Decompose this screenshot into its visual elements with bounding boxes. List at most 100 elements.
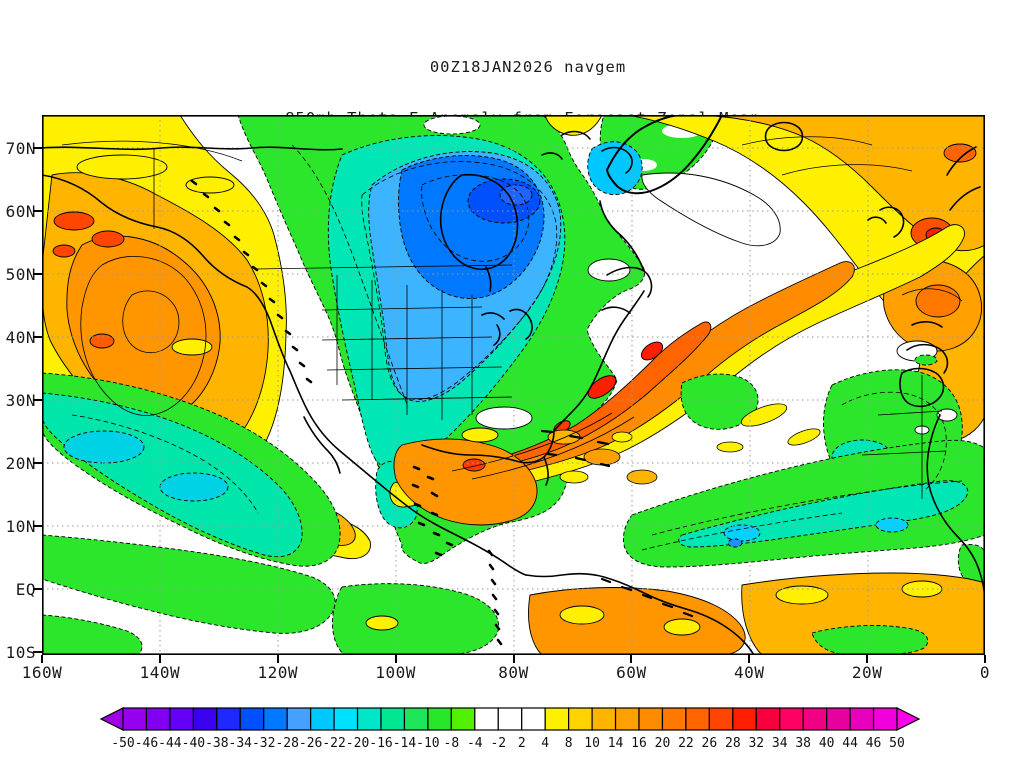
lat-axis-tick <box>33 336 42 338</box>
lat-axis-tick <box>33 210 42 212</box>
lon-axis-label: 120W <box>257 663 299 682</box>
lat-axis-tick <box>33 147 42 149</box>
lon-axis-tick <box>512 655 515 663</box>
colorbar-cell <box>872 707 898 731</box>
warm-equatorial-south-america <box>528 587 746 655</box>
state-borders <box>153 148 947 499</box>
colorbar-label: 46 <box>866 736 882 751</box>
colorbar-label: -44 <box>158 736 182 751</box>
colorbar-label: -4 <box>467 736 483 751</box>
lon-axis-label: 0 <box>979 663 991 682</box>
map-border <box>42 115 985 655</box>
colorbar-label: -14 <box>393 736 417 751</box>
warm-contour-lines <box>61 136 963 480</box>
colorbar-cell <box>826 707 851 731</box>
colorbar-canvas: -50 -46 -44 -40 -38 -34 -32 -28 -26 -22 -20 -16 -14-… <box>99 707 921 751</box>
lat-axis-tick <box>33 273 42 275</box>
colorbar-cell <box>169 707 194 731</box>
lat-axis-label: 10S <box>5 643 36 662</box>
colorbar-label: -8 <box>444 736 460 751</box>
lat-axis-label: 40N <box>5 328 36 347</box>
colorbar-cell <box>638 707 664 731</box>
cold-anomaly-tropical-pacific <box>42 372 341 567</box>
arctic-white-patch <box>423 115 481 135</box>
colorbar-cell <box>286 707 312 731</box>
colorbar-label: -10 <box>416 736 439 751</box>
lon-axis-tick <box>394 655 397 663</box>
colorbar-label: 16 <box>631 736 647 751</box>
colorbar-cell <box>122 707 148 731</box>
colorbar-label: -46 <box>135 736 158 751</box>
colorbar-label: -32 <box>252 736 275 751</box>
lon-axis-tick <box>41 655 43 663</box>
lat-axis-label: 10N <box>5 517 36 536</box>
lon-axis-label: 140W <box>139 663 181 682</box>
colorbar-label: -20 <box>346 736 369 751</box>
lon-axis-label: 160W <box>21 663 63 682</box>
caribbean-mottle <box>547 429 658 485</box>
map-frame <box>42 115 985 655</box>
colorbar-cell <box>310 707 335 731</box>
lon-axis-label: 100W <box>375 663 416 682</box>
title-line-1: 00Z18JAN2026 navgem <box>429 58 627 76</box>
colorbar-label: -28 <box>275 736 298 751</box>
colorbar-cell <box>450 707 476 731</box>
colorbar-label: 8 <box>565 736 573 751</box>
colorbar-label: -2 <box>490 736 506 751</box>
colorbar-cell <box>708 707 734 731</box>
colorbar-cell <box>568 707 593 731</box>
lon-axis-label: 20W <box>851 663 883 682</box>
colorbar-label: 38 <box>795 736 811 751</box>
lon-axis-tick <box>158 655 161 663</box>
colorbar-label: -34 <box>229 736 253 751</box>
colorbar-cell <box>145 707 171 731</box>
map-canvas <box>42 115 985 655</box>
colorbar-label: 26 <box>702 736 718 751</box>
colorbar-label: 32 <box>748 736 764 751</box>
lat-axis-tick <box>33 399 42 401</box>
colorbar-cell <box>192 707 218 731</box>
lat-axis-label: 20N <box>5 454 36 473</box>
colorbar-label: 28 <box>725 736 741 751</box>
lat-axis-label: EQ <box>15 580 36 599</box>
colorbar-cell <box>779 707 804 731</box>
colorbar-label: -40 <box>182 736 205 751</box>
colorbar-label: 10 <box>584 736 600 751</box>
colorbar-right-arrow <box>896 707 921 731</box>
lon-axis-label: 80W <box>498 663 529 682</box>
colorbar-label: 50 <box>889 736 905 751</box>
lon-axis-label: 40W <box>734 663 765 682</box>
newfoundland-white-patch <box>587 258 631 282</box>
colorbar-label: -38 <box>205 736 228 751</box>
baffin-bay-yellow-strip <box>544 115 603 136</box>
colorbar-cell <box>521 707 546 731</box>
lon-axis-tick <box>984 655 986 663</box>
colorbar: -50 -46 -44 -40 -38 -34 -32 -28 -26 -22 -20 -16 -14-… <box>0 702 1024 758</box>
lat-axis-label: 30N <box>5 391 36 410</box>
cold-anomaly-atlantic-itcz <box>623 439 985 587</box>
lat-axis-tick <box>33 651 42 653</box>
lat-axis-tick <box>33 588 42 590</box>
colorbar-cell <box>380 707 406 731</box>
colorbar-cell <box>661 707 687 731</box>
cold-contour-lines <box>71 144 963 551</box>
lon-axis-tick <box>630 655 633 663</box>
lon-axis-tick <box>276 655 279 663</box>
greenland-region <box>423 115 723 282</box>
baffin-cyan <box>587 141 643 196</box>
colorbar-cell <box>474 707 499 731</box>
warm-mexico-terrain <box>393 438 538 526</box>
mid-atlantic-features <box>680 373 821 453</box>
colorbar-cell <box>333 707 359 731</box>
colorbar-cell <box>403 707 429 731</box>
colorbar-cell <box>544 707 570 731</box>
colorbar-cell <box>497 707 523 731</box>
tropics-bottom <box>42 534 985 655</box>
colorbar-label: -50 <box>111 736 134 751</box>
lat-axis-label: 60N <box>5 202 36 221</box>
colorbar-label: 2 <box>518 736 526 751</box>
colorbar-cell <box>614 707 640 731</box>
colorbar-label: 4 <box>541 736 549 751</box>
colorbar-cell <box>356 707 382 731</box>
